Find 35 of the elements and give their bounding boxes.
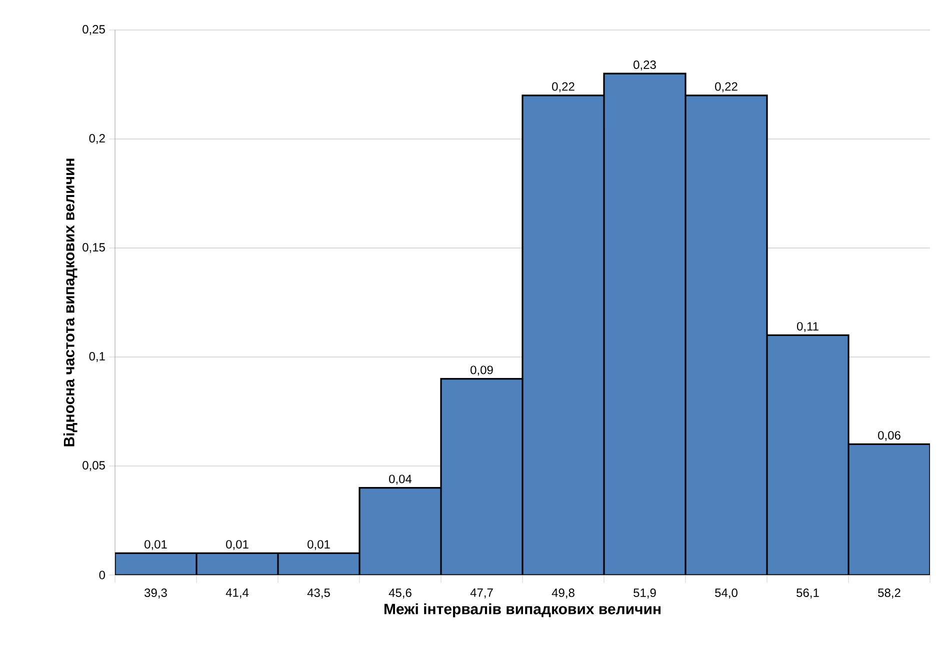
data-label: 0,01 xyxy=(226,540,248,550)
data-label: 0,01 xyxy=(308,540,330,550)
data-label: 0,09 xyxy=(470,366,493,376)
y-tick-label: 0 xyxy=(99,570,106,580)
data-label: 0,06 xyxy=(878,431,900,441)
x-tick-label: 54,0 xyxy=(715,588,738,598)
y-tick-label: 0,05 xyxy=(82,461,105,471)
bar xyxy=(358,487,442,575)
y-axis-title: Відносна частота випадкових величин xyxy=(63,158,78,446)
data-label: 0,11 xyxy=(797,322,818,332)
x-tick-label: 58,2 xyxy=(878,588,900,598)
x-tick-label: 49,8 xyxy=(552,588,574,598)
data-label: 0,23 xyxy=(634,60,656,70)
x-tick-label: 39,3 xyxy=(144,588,167,598)
data-label: 0,22 xyxy=(715,82,738,92)
data-label: 0,22 xyxy=(552,82,574,92)
bar xyxy=(848,443,930,575)
y-tick-label: 0,1 xyxy=(89,352,105,362)
x-tick-label: 47,7 xyxy=(470,588,493,598)
data-label: 0,01 xyxy=(144,540,167,550)
x-tick-label: 51,9 xyxy=(634,588,656,598)
x-tick-label: 45,6 xyxy=(388,588,412,598)
y-tick-label: 0,25 xyxy=(82,25,105,35)
bar xyxy=(603,72,686,575)
x-tick-label: 43,5 xyxy=(307,588,330,598)
x-tick-label: 56,1 xyxy=(796,588,819,598)
x-tick-label: 41,4 xyxy=(226,588,249,598)
y-tick-label: 0,15 xyxy=(82,243,105,253)
bar xyxy=(684,94,768,575)
bar xyxy=(440,378,524,575)
y-tick-label: 0,2 xyxy=(89,134,105,144)
bar xyxy=(766,334,850,575)
data-label: 0,04 xyxy=(389,474,412,485)
x-axis-title: Межі інтервалів випадкових величин xyxy=(384,603,661,618)
bar xyxy=(522,94,605,575)
